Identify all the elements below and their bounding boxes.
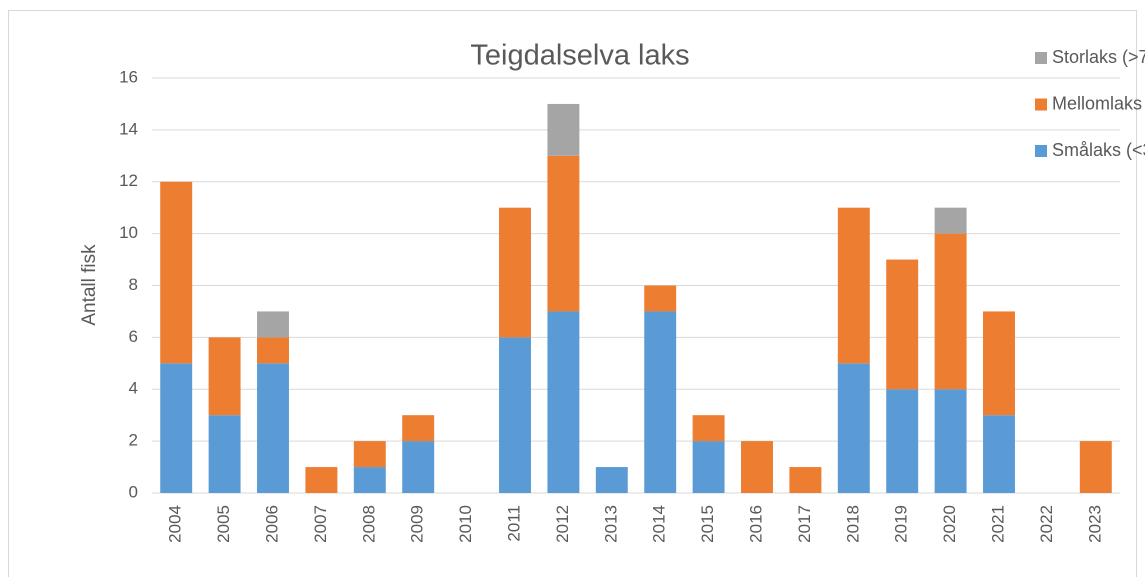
bar-segment: [741, 441, 773, 493]
bar-segment: [886, 389, 919, 493]
y-tick-label: 12: [119, 171, 138, 190]
bar-segment: [934, 233, 967, 390]
bar-segment: [644, 285, 677, 312]
x-tick-label: 2017: [795, 505, 814, 543]
bar-segment: [789, 467, 822, 493]
x-tick-label: 2009: [408, 505, 427, 543]
y-tick-label: 10: [119, 223, 138, 242]
bar-segment: [402, 415, 435, 442]
bar-segment: [208, 415, 241, 493]
y-tick-label: 4: [129, 379, 138, 398]
bar-segment: [983, 311, 1015, 416]
bar-segment: [983, 415, 1015, 493]
y-tick-label: 2: [129, 431, 138, 450]
legend-swatch: [1035, 145, 1047, 157]
bar-segment: [1079, 441, 1112, 493]
bar-segment: [257, 363, 289, 493]
bar-segment: [353, 467, 386, 493]
legend-label: Storlaks (>7 kg): [1052, 47, 1145, 67]
bar-segment: [692, 441, 725, 493]
bar-segment: [402, 441, 435, 493]
y-tick-label: 0: [129, 482, 138, 501]
bar-segment: [934, 207, 967, 234]
chart-border: [8, 10, 1137, 577]
legend-swatch: [1035, 52, 1047, 64]
x-tick-label: 2016: [746, 505, 765, 543]
bar-segment: [160, 363, 193, 493]
bar-segment: [499, 207, 531, 338]
legend-label: Smålaks (<3 kg): [1052, 140, 1145, 160]
bar-segment: [547, 103, 580, 156]
bar-segment: [257, 311, 289, 338]
x-tick-label: 2004: [166, 505, 185, 543]
x-tick-label: 2005: [214, 505, 233, 543]
x-tick-label: 2006: [262, 505, 281, 543]
bar-segment: [160, 181, 193, 364]
x-tick-label: 2012: [553, 505, 572, 543]
x-tick-label: 2013: [601, 505, 620, 543]
x-tick-label: 2021: [988, 505, 1007, 543]
x-tick-label: 2019: [892, 505, 911, 543]
bar-segment: [547, 155, 580, 312]
x-tick-label: 2014: [650, 505, 669, 543]
chart-title: Teigdalselva laks: [470, 40, 689, 72]
bar-segment: [886, 259, 919, 390]
x-tick-label: 2011: [504, 505, 523, 542]
bar-segment: [353, 441, 386, 468]
y-tick-label: 6: [129, 327, 138, 346]
x-tick-label: 2023: [1085, 505, 1104, 543]
bar-segment: [692, 415, 725, 442]
bar-segment: [305, 467, 338, 493]
x-tick-label: 2020: [940, 505, 959, 543]
bar-segment: [644, 311, 677, 493]
x-tick-label: 2008: [359, 505, 378, 543]
y-tick-label: 14: [119, 119, 138, 138]
bar-segment: [595, 467, 628, 493]
legend-swatch: [1035, 98, 1047, 111]
y-axis-label: Antall fisk: [79, 244, 100, 326]
bar-segment: [208, 337, 241, 416]
bar-segment: [837, 363, 870, 493]
x-tick-label: 2007: [311, 505, 330, 543]
x-tick-label: 2022: [1037, 505, 1056, 543]
y-tick-label: 16: [119, 67, 138, 86]
legend-label: Mellomlaks (3-5 kg): [1052, 93, 1145, 113]
bar-segment: [837, 207, 870, 364]
y-tick-label: 8: [129, 275, 138, 294]
x-tick-label: 2010: [456, 505, 475, 543]
bar-segment: [934, 389, 967, 493]
bar-segment: [257, 337, 289, 364]
x-tick-label: 2015: [698, 505, 717, 543]
bar-segment: [547, 311, 580, 493]
x-tick-label: 2018: [843, 505, 862, 543]
bar-segment: [499, 337, 531, 493]
